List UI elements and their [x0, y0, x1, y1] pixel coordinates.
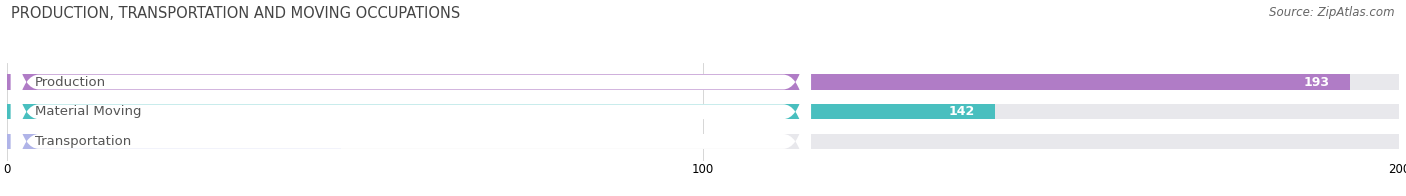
Text: 142: 142	[948, 105, 974, 118]
Text: Source: ZipAtlas.com: Source: ZipAtlas.com	[1270, 6, 1395, 19]
FancyBboxPatch shape	[11, 30, 811, 196]
Text: Production: Production	[35, 75, 107, 89]
Bar	[7, 74, 1399, 90]
Bar	[7, 74, 1350, 90]
Text: PRODUCTION, TRANSPORTATION AND MOVING OCCUPATIONS: PRODUCTION, TRANSPORTATION AND MOVING OC…	[11, 6, 461, 21]
Text: Material Moving: Material Moving	[35, 105, 142, 118]
Bar	[7, 104, 1399, 119]
Bar	[7, 134, 342, 149]
Text: Transportation: Transportation	[35, 135, 131, 148]
Text: 48: 48	[304, 135, 321, 148]
Bar	[7, 104, 995, 119]
FancyBboxPatch shape	[11, 0, 811, 196]
Bar	[7, 134, 1399, 149]
FancyBboxPatch shape	[11, 0, 811, 193]
Text: 193: 193	[1303, 75, 1330, 89]
